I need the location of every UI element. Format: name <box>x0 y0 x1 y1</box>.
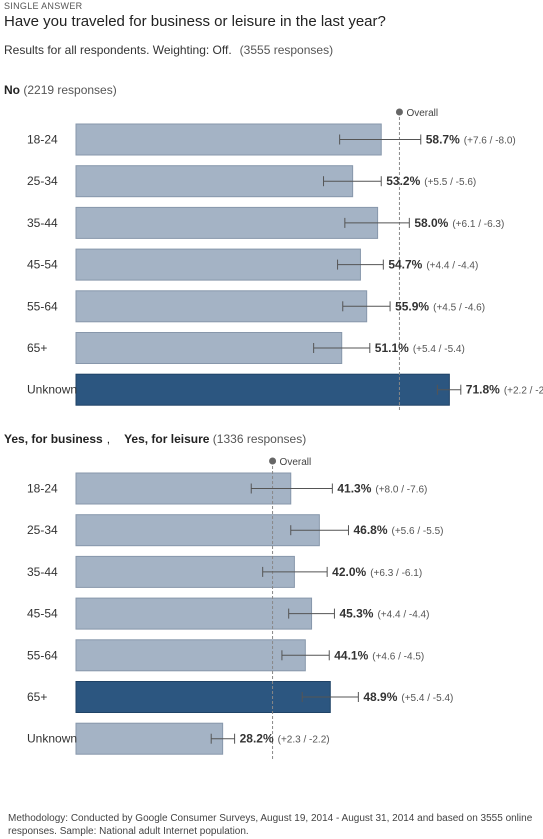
category-label: 25-34 <box>27 174 58 188</box>
segment-title-yes: Yes, for business, Yes, for leisure (1336… <box>4 432 306 446</box>
value-label: 46.8% (+5.6 / -5.5) <box>353 523 443 537</box>
bar <box>75 332 343 364</box>
bar <box>75 290 368 323</box>
category-label: 55-64 <box>27 299 58 313</box>
value-label: 28.2% (+2.3 / -2.2) <box>240 732 330 746</box>
value-label: 44.1% (+4.6 / -4.5) <box>334 648 424 662</box>
value-percent: 58.0% <box>414 216 448 230</box>
value-label: 58.0% (+6.1 / -6.3) <box>414 216 504 230</box>
error-range-label: (+2.2 / -2.3) <box>504 386 543 397</box>
error-range-label: (+4.5 / -4.6) <box>433 302 485 313</box>
results-label: Results for all respondents. Weighting: … <box>4 43 232 57</box>
category-label: 45-54 <box>27 607 58 621</box>
value-percent: 48.9% <box>363 690 397 704</box>
segment-responses: (2219 responses) <box>23 83 117 97</box>
category-label: 25-34 <box>27 523 58 537</box>
value-label: 48.9% (+5.4 / -5.4) <box>363 690 453 704</box>
category-label: 65+ <box>27 690 47 704</box>
error-range-label: (+5.5 / -5.6) <box>424 177 476 188</box>
value-percent: 45.3% <box>339 607 373 621</box>
error-range-label: (+4.4 / -4.4) <box>426 261 478 272</box>
segment-responses: (1336 responses) <box>212 432 307 446</box>
segment-name-leisure: Yes, for leisure <box>124 432 210 446</box>
segment-name: No <box>4 83 20 97</box>
value-percent: 44.1% <box>334 648 368 662</box>
overall-marker <box>269 457 277 465</box>
error-range-label: (+7.6 / -8.0) <box>464 136 516 147</box>
category-label: Unknown <box>27 383 77 397</box>
value-label: 71.8% (+2.2 / -2.3) <box>466 383 543 397</box>
bar <box>75 165 354 198</box>
category-label: 18-24 <box>27 133 58 147</box>
value-label: 42.0% (+6.3 / -6.1) <box>332 565 422 579</box>
value-percent: 42.0% <box>332 565 366 579</box>
error-range-label: (+4.4 / -4.4) <box>377 610 429 621</box>
total-responses: (3555 responses) <box>239 43 334 57</box>
error-range-label: (+8.0 / -7.6) <box>375 485 427 496</box>
segment-title-no: No (2219 responses) <box>4 83 117 97</box>
category-label: 55-64 <box>27 648 58 662</box>
overall-marker <box>395 108 403 116</box>
question-type-label: SINGLE ANSWER <box>4 1 83 11</box>
category-label: 45-54 <box>27 258 58 272</box>
bar <box>75 373 450 406</box>
value-percent: 54.7% <box>388 258 422 272</box>
question-title: Have you traveled for business or leisur… <box>4 13 386 30</box>
value-label: 53.2% (+5.5 / -5.6) <box>386 174 476 188</box>
value-percent: 41.3% <box>337 482 371 496</box>
error-range-label: (+5.6 / -5.5) <box>392 526 444 537</box>
error-range-label: (+5.4 / -5.4) <box>401 693 453 704</box>
results-summary: Results for all respondents. Weighting: … <box>4 43 333 57</box>
value-percent: 46.8% <box>353 523 387 537</box>
category-label: 18-24 <box>27 482 58 496</box>
category-label: 35-44 <box>27 216 58 230</box>
value-percent: 55.9% <box>395 299 429 313</box>
error-range-label: (+4.6 / -4.5) <box>372 651 424 662</box>
bar <box>75 639 306 672</box>
methodology-note: Methodology: Conducted by Google Consume… <box>8 813 533 837</box>
value-label: 55.9% (+4.5 / -4.6) <box>395 299 485 313</box>
value-label: 41.3% (+8.0 / -7.6) <box>337 482 427 496</box>
category-label: 65+ <box>27 341 47 355</box>
value-percent: 58.7% <box>426 133 460 147</box>
bar <box>75 123 382 156</box>
bar <box>75 722 224 755</box>
bar-chart-yes: Overall 18-24 41.3% (+8.0 / -7.6) 25-34 46.8%… <box>27 457 453 759</box>
value-percent: 53.2% <box>386 174 420 188</box>
bar <box>75 555 295 588</box>
error-range-label: (+5.4 / -5.4) <box>413 344 465 355</box>
error-range-label: (+6.3 / -6.1) <box>370 568 422 579</box>
error-range-label: (+6.1 / -6.3) <box>452 219 504 230</box>
value-percent: 51.1% <box>375 341 409 355</box>
value-percent: 28.2% <box>240 732 274 746</box>
bar <box>75 514 320 547</box>
bar <box>75 206 379 239</box>
category-label: Unknown <box>27 732 77 746</box>
category-label: 35-44 <box>27 565 58 579</box>
value-label: 58.7% (+7.6 / -8.0) <box>426 133 516 147</box>
error-range-label: (+2.3 / -2.2) <box>278 735 330 746</box>
value-percent: 71.8% <box>466 383 500 397</box>
bar <box>75 248 361 281</box>
value-label: 54.7% (+4.4 / -4.4) <box>388 258 478 272</box>
segment-name-separator: , <box>106 432 111 446</box>
overall-label: Overall <box>406 108 438 119</box>
value-label: 45.3% (+4.4 / -4.4) <box>339 607 429 621</box>
bar-chart-no: Overall 18-24 58.7% (+7.6 / -8.0) 25-34 53.2%… <box>27 108 543 410</box>
value-label: 51.1% (+5.4 / -5.4) <box>375 341 465 355</box>
overall-label: Overall <box>280 457 312 468</box>
bar <box>75 597 313 630</box>
bar <box>75 681 331 713</box>
segment-name-business: Yes, for business <box>4 432 103 446</box>
